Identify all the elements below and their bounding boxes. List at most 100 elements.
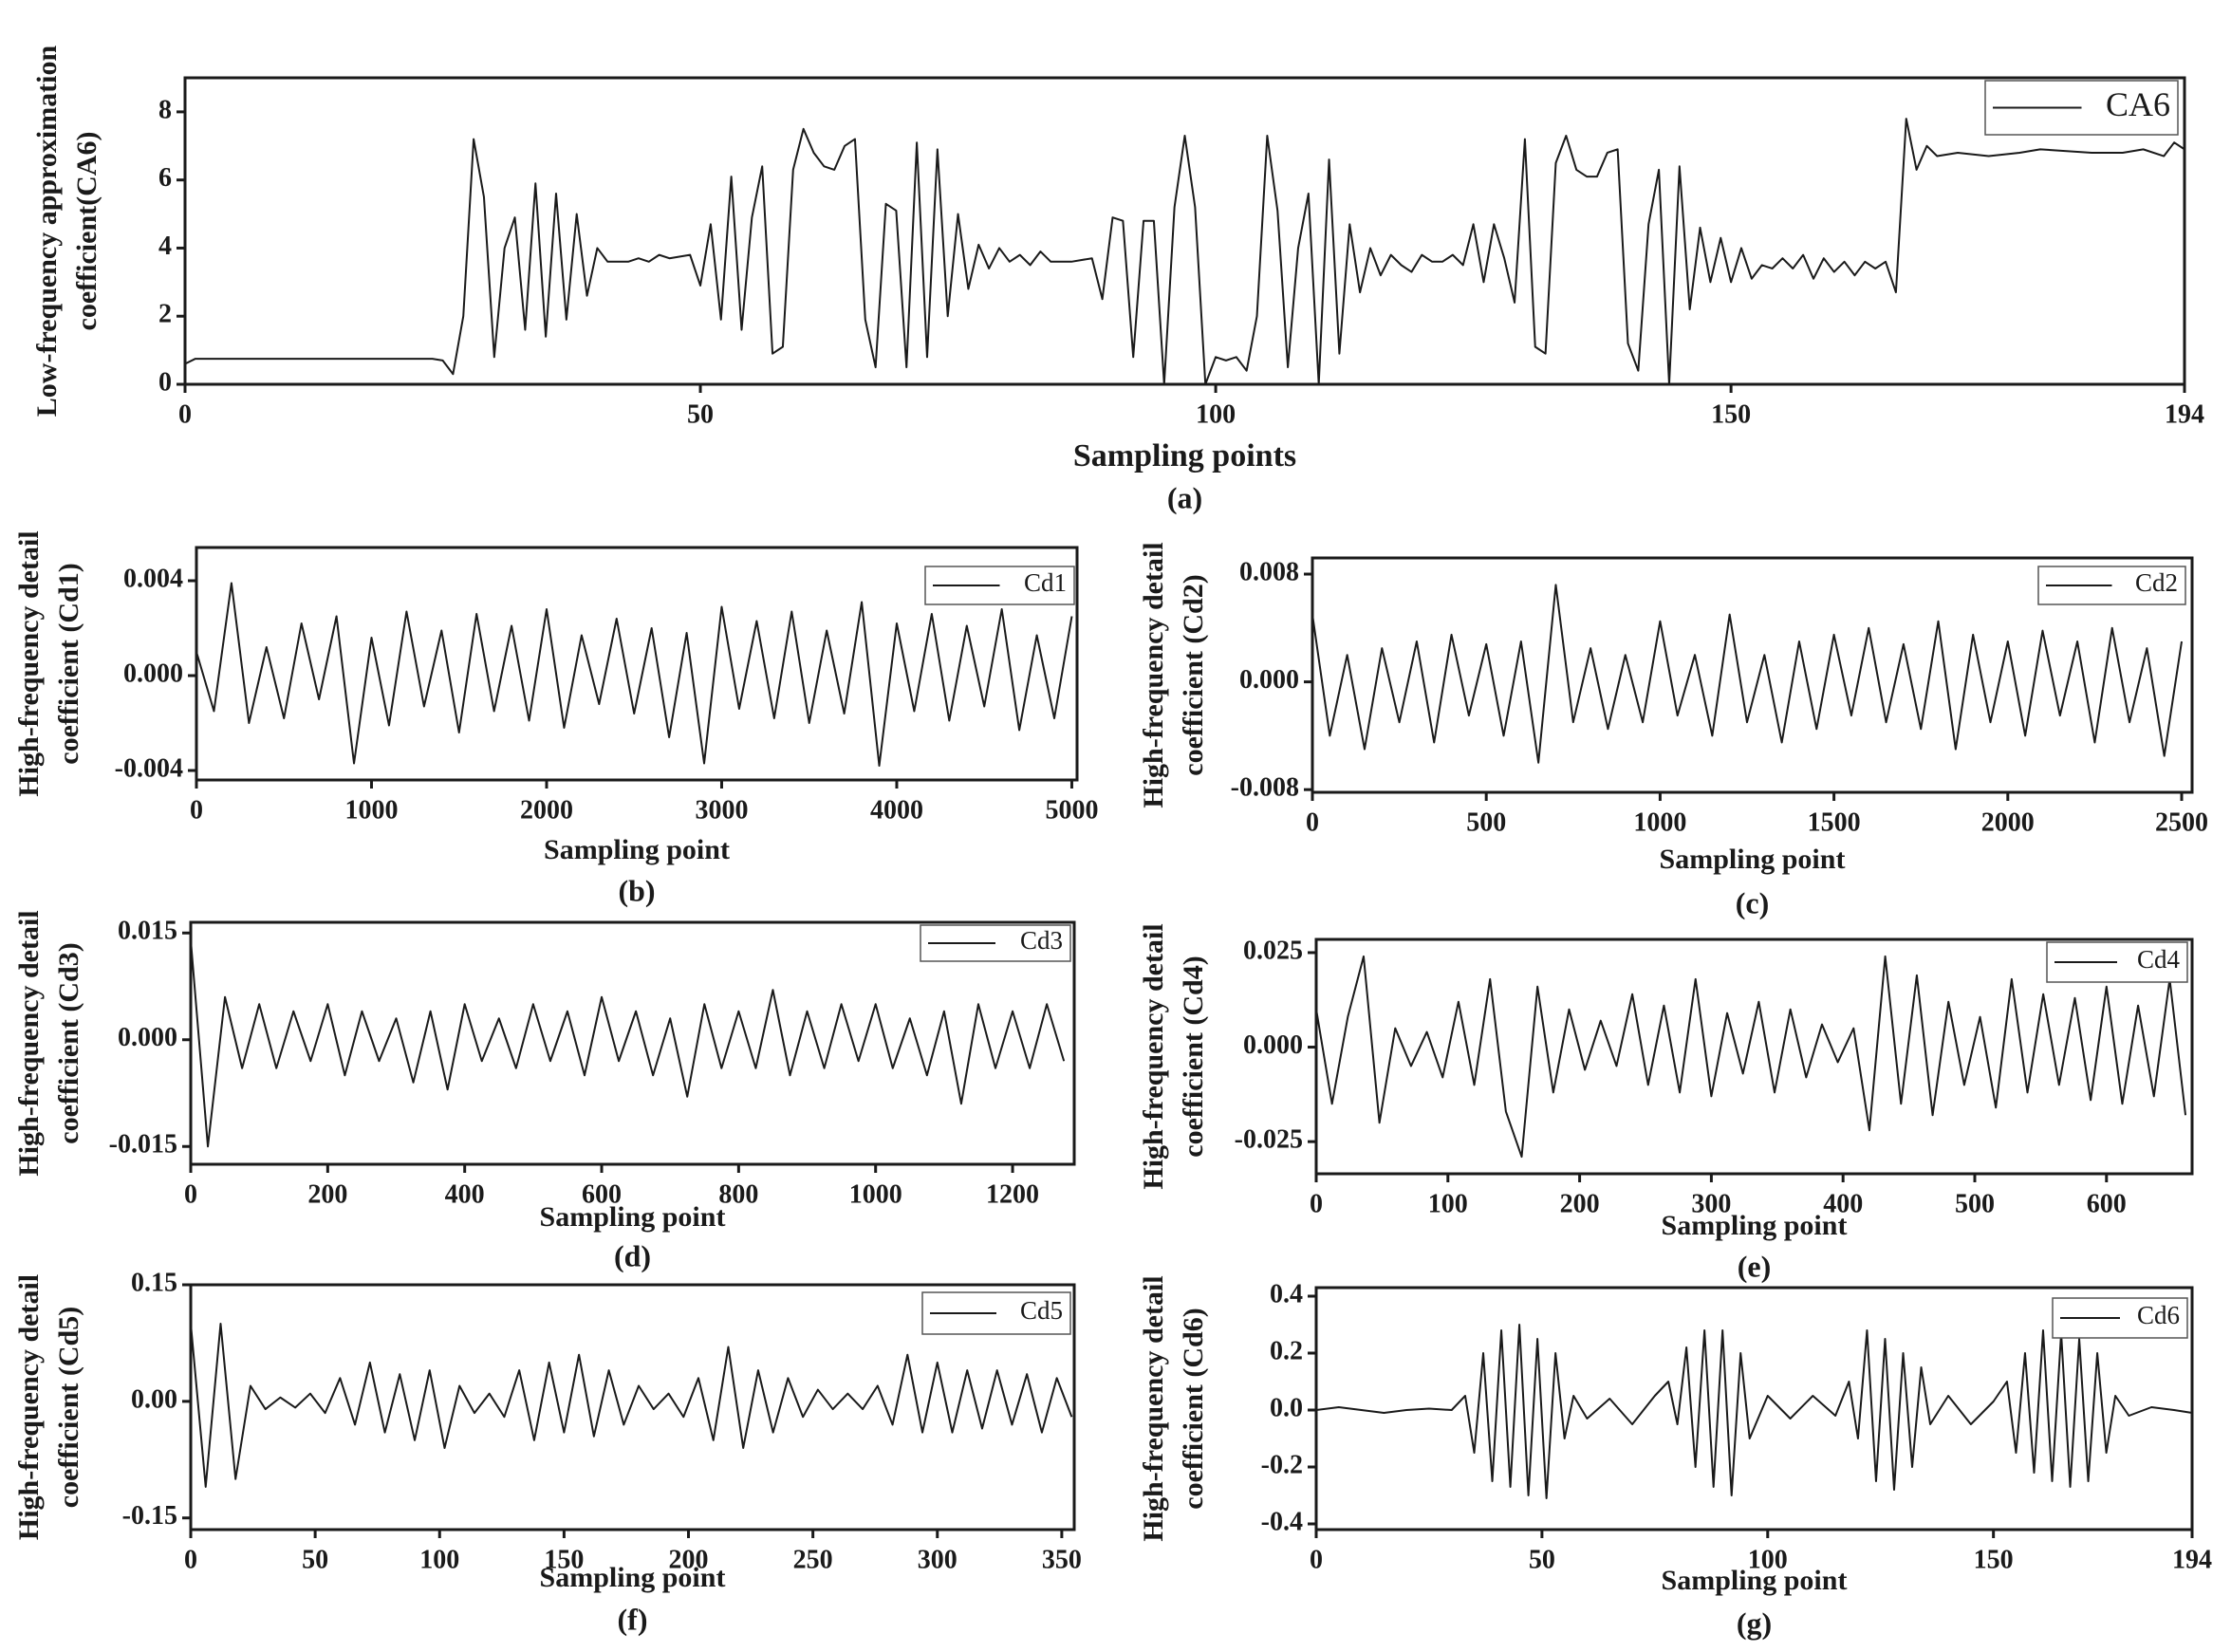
x-axis-label: Sampling point: [540, 1201, 726, 1233]
x-tick-label: 0: [184, 1179, 197, 1209]
x-tick-label: 50: [1529, 1545, 1555, 1574]
y-tick-label: -0.004: [115, 753, 183, 783]
y-axis-label: High-frequency detail: [13, 530, 45, 796]
y-tick-label: 0.2: [1270, 1336, 1303, 1365]
data-line: [1311, 584, 2183, 764]
x-tick-label: 100: [419, 1545, 459, 1574]
y-axis-label: coefficient (Cd6): [1178, 1308, 1209, 1509]
x-tick-label: 3000: [695, 795, 748, 825]
plot-frame: [189, 920, 1076, 1166]
x-tick-label: 0: [184, 1545, 197, 1574]
x-tick-label: 300: [1691, 1189, 1731, 1218]
y-tick-label: -0.008: [1231, 773, 1299, 803]
x-tick-label: 100: [1748, 1545, 1788, 1574]
y-axis-label: coefficient (Cd4): [1178, 956, 1209, 1157]
x-tick-label: 600: [2087, 1189, 2127, 1218]
x-axis-label: Sampling point: [1662, 1565, 1848, 1596]
data-line: [195, 582, 1073, 767]
y-tick-label: 0.4: [1270, 1279, 1303, 1309]
x-tick-label: 2000: [1981, 807, 2035, 837]
legend-label: Cd4: [2137, 945, 2181, 974]
y-axis-label: High-frequency detail: [1138, 1275, 1169, 1541]
y-tick-label: 0.15: [131, 1268, 177, 1297]
x-tick-label: 0: [1306, 807, 1319, 837]
legend-label: Cd3: [1020, 926, 1063, 955]
y-tick-label: 0.000: [1239, 665, 1299, 695]
x-axis-label: Sampling points: [1073, 438, 1296, 473]
y-tick-label: 0.00: [131, 1384, 177, 1414]
data-line: [190, 939, 1066, 1148]
x-tick-label: 0: [178, 399, 192, 429]
x-tick-label: 150: [1711, 399, 1751, 429]
x-tick-label: 1000: [344, 795, 398, 825]
x-tick-label: 100: [1428, 1189, 1468, 1218]
x-axis-label: Sampling point: [1660, 844, 1846, 875]
y-tick-label: 0.025: [1243, 936, 1303, 965]
y-tick-label: 6: [158, 163, 172, 193]
x-tick-label: 0: [190, 795, 203, 825]
y-axis-label: coefficient(CA6): [71, 132, 102, 331]
x-tick-label: 400: [445, 1179, 485, 1209]
panel-caption: (d): [614, 1238, 651, 1272]
y-axis-label: High-frequency detail: [13, 910, 45, 1176]
x-tick-label: 100: [1196, 399, 1236, 429]
x-tick-label: 150: [544, 1545, 584, 1574]
x-axis-label: Sampling point: [1662, 1210, 1848, 1241]
y-axis-label: coefficient (Cd1): [53, 563, 84, 764]
panel-caption: (a): [1167, 480, 1202, 514]
y-tick-label: -0.4: [1261, 1507, 1303, 1536]
y-tick-label: -0.2: [1261, 1450, 1303, 1479]
x-tick-label: 50: [687, 399, 714, 429]
x-tick-label: 4000: [870, 795, 923, 825]
x-tick-label: 194: [2172, 1545, 2212, 1574]
x-tick-label: 200: [1560, 1189, 1600, 1218]
y-tick-label: 4: [158, 232, 172, 261]
y-axis-label: High-frequency detail: [1138, 923, 1169, 1189]
x-tick-label: 0: [1310, 1189, 1323, 1218]
x-tick-label: 600: [582, 1179, 622, 1209]
x-tick-label: 800: [718, 1179, 758, 1209]
x-tick-label: 194: [2165, 399, 2204, 429]
x-tick-label: 500: [1466, 807, 1506, 837]
y-axis-label: Low-frequency approximation: [31, 45, 63, 417]
y-axis-label: High-frequency detail: [13, 1274, 45, 1540]
y-tick-label: 0.0: [1270, 1393, 1303, 1422]
y-axis-label: High-frequency detail: [1138, 542, 1169, 807]
data-line: [184, 118, 2185, 385]
panel-caption: (f): [618, 1602, 648, 1636]
legend-label: Cd5: [1020, 1296, 1063, 1325]
plot-frame: [1314, 937, 2194, 1176]
data-line: [1315, 1324, 2193, 1499]
x-tick-label: 200: [307, 1179, 347, 1209]
y-tick-label: 8: [158, 95, 172, 124]
y-axis-label: coefficient (Cd2): [1178, 574, 1209, 775]
y-tick-label: -0.15: [122, 1501, 177, 1531]
y-tick-label: 0.015: [118, 917, 177, 946]
plot-frame: [1311, 556, 2194, 794]
legend-label: Cd1: [1024, 568, 1067, 597]
plot-frame: [195, 546, 1079, 782]
panel-caption: (b): [618, 873, 655, 907]
y-axis-label: coefficient (Cd5): [53, 1307, 84, 1508]
y-tick-label: 0.000: [123, 659, 183, 688]
y-tick-label: 0.000: [118, 1023, 177, 1052]
panel-caption: (c): [1736, 885, 1770, 919]
x-tick-label: 300: [918, 1545, 957, 1574]
x-tick-label: 1000: [849, 1179, 902, 1209]
plot-frame: [189, 1283, 1076, 1531]
legend-label: Cd2: [2135, 568, 2178, 597]
x-tick-label: 500: [1955, 1189, 1995, 1218]
x-tick-label: 50: [302, 1545, 328, 1574]
legend-label: CA6: [2106, 85, 2170, 123]
x-tick-label: 2500: [2155, 807, 2208, 837]
x-tick-label: 2000: [520, 795, 573, 825]
x-tick-label: 5000: [1045, 795, 1098, 825]
x-tick-label: 350: [1042, 1545, 1082, 1574]
x-tick-label: 1200: [986, 1179, 1039, 1209]
y-tick-label: 0.004: [123, 564, 183, 593]
y-tick-label: -0.025: [1235, 1125, 1303, 1155]
panel-caption: (g): [1737, 1606, 1772, 1640]
y-tick-label: -0.015: [109, 1130, 177, 1160]
